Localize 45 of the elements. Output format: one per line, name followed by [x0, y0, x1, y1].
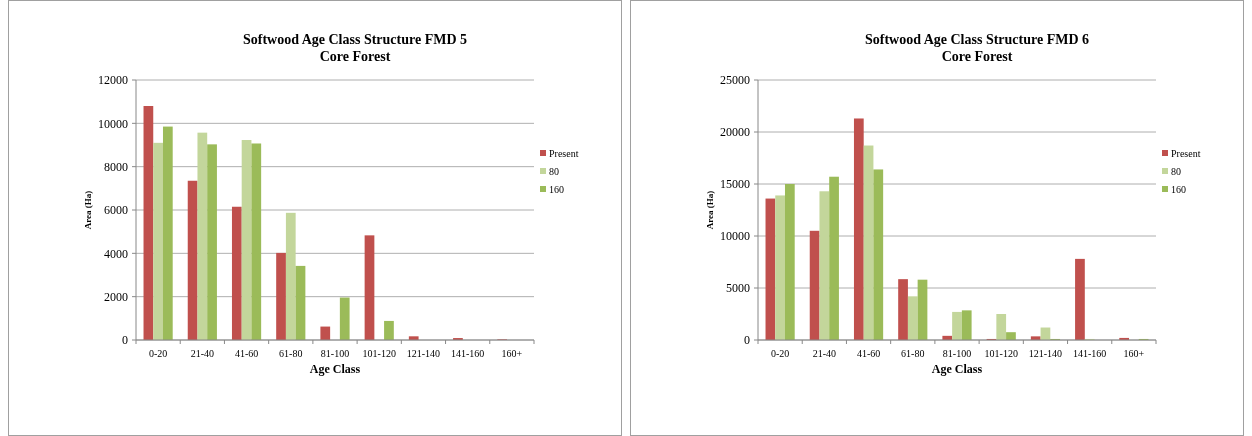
x-tick-label: 61-80	[279, 348, 303, 359]
y-tick-label: 20000	[720, 125, 750, 140]
x-tick-label: 21-40	[190, 348, 215, 359]
y-tick-label: 25000	[720, 73, 750, 88]
legend-label: Present	[1171, 147, 1201, 159]
legend-label: 80	[1171, 165, 1181, 177]
y-tick-label: 10000	[720, 229, 750, 244]
x-tick-label: 141-160	[1072, 348, 1107, 359]
y-tick-label: 0	[122, 333, 128, 348]
y-tick-label: 0	[744, 333, 750, 348]
y-axis-title: Area (Ha)	[705, 190, 715, 230]
x-tick-label: 81-100	[942, 348, 972, 359]
x-tick-label: 121-140	[1028, 348, 1063, 359]
x-tick-label: 21-40	[812, 348, 837, 359]
x-tick-label: 41-60	[856, 348, 881, 359]
chart-title: Softwood Age Class Structure FMD 6	[864, 32, 1090, 47]
x-tick-label: 101-120	[362, 348, 396, 359]
y-tick-label: 4000	[104, 246, 128, 261]
x-tick-label: 61-80	[901, 348, 925, 359]
chart-subtitle: Core Forest	[941, 49, 1013, 64]
legend-label: 160	[549, 183, 564, 195]
x-tick-label: 0-20	[770, 348, 790, 359]
x-tick-label: 81-100	[320, 348, 350, 359]
y-axis-title: Area (Ha)	[83, 190, 93, 230]
y-tick-label: 6000	[104, 203, 128, 218]
x-tick-label: 121-140	[406, 348, 441, 359]
legend-label: Present	[549, 147, 579, 159]
x-tick-label: 101-120	[984, 348, 1018, 359]
y-tick-label: 2000	[104, 289, 128, 304]
x-tick-label: 0-20	[148, 348, 168, 359]
x-axis-title: Age Class	[931, 362, 983, 376]
x-tick-label: 160+	[1123, 348, 1145, 359]
x-axis-title: Age Class	[309, 362, 361, 376]
y-tick-label: 15000	[720, 177, 750, 192]
x-tick-label: 41-60	[234, 348, 259, 359]
chart-subtitle: Core Forest	[319, 49, 391, 64]
chart-title: Softwood Age Class Structure FMD 5	[242, 32, 468, 47]
y-tick-label: 12000	[98, 73, 128, 88]
y-tick-label: 8000	[104, 159, 128, 174]
legend-label: 160	[1171, 183, 1186, 195]
x-tick-label: 160+	[501, 348, 523, 359]
x-tick-label: 141-160	[450, 348, 485, 359]
y-tick-label: 10000	[98, 116, 128, 131]
legend-label: 80	[549, 165, 559, 177]
y-tick-label: 5000	[726, 281, 750, 296]
